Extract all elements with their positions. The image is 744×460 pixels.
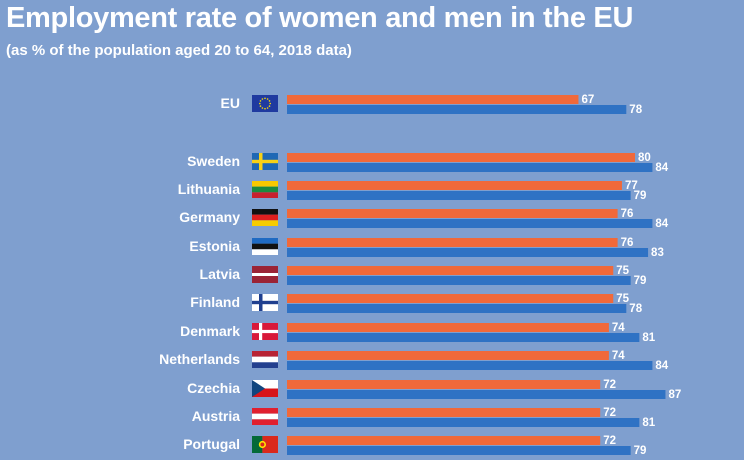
row-latvia: Latvia 75 79: [200, 265, 647, 287]
bar-lithuania-series-1: [287, 181, 622, 190]
bar-germany-series-1: [287, 209, 618, 218]
value-label-denmark-series-1: 74: [612, 322, 625, 334]
country-label: Sweden: [187, 153, 240, 169]
bar-netherlands-series-1: [287, 351, 609, 360]
chart-subtitle: (as % of the population aged 20 to 64, 2…: [6, 42, 352, 59]
bar-denmark-series-1: [287, 323, 609, 332]
bar-sweden-series-1: [287, 153, 635, 162]
latvia-flag-icon: [252, 266, 278, 283]
value-label-finland-series-2: 78: [629, 303, 642, 315]
value-label-denmark-series-2: 81: [642, 332, 655, 344]
row-netherlands: Netherlands 74 84: [159, 350, 669, 372]
value-label-sweden-series-1: 80: [638, 152, 651, 164]
bar-portugal-series-1: [287, 436, 601, 445]
country-label: Lithuania: [178, 181, 240, 197]
bar-eu-series-1: [287, 95, 579, 104]
bar-lithuania-series-2: [287, 191, 631, 200]
bar-finland-series-2: [287, 304, 627, 313]
bar-austria-series-2: [287, 418, 640, 427]
row-estonia: Estonia 76 83: [189, 237, 663, 259]
value-label-latvia-series-2: 79: [634, 275, 647, 287]
value-label-eu-series-2: 78: [629, 104, 642, 116]
country-label: Germany: [179, 209, 240, 225]
row-eu: EU 67 78: [221, 94, 643, 116]
bar-germany-series-2: [287, 219, 653, 228]
value-label-lithuania-series-1: 77: [625, 180, 638, 192]
country-label: Estonia: [189, 238, 240, 254]
denmark-flag-icon: [252, 323, 278, 340]
netherlands-flag-icon: [252, 351, 278, 368]
row-sweden: Sweden 80 84: [187, 152, 669, 174]
value-label-eu-series-1: 67: [581, 94, 594, 106]
row-germany: Germany 76 84: [179, 208, 668, 230]
value-label-portugal-series-1: 72: [603, 435, 616, 447]
bar-austria-series-1: [287, 408, 601, 417]
value-label-austria-series-2: 81: [642, 417, 655, 429]
chart-title: Employment rate of women and men in the …: [6, 2, 634, 34]
value-label-finland-series-1: 75: [616, 293, 629, 305]
row-portugal: Portugal 72 79: [183, 435, 646, 457]
value-label-germany-series-1: 76: [621, 208, 634, 220]
country-label: Denmark: [180, 323, 240, 339]
austria-flag-icon: [252, 408, 278, 425]
finland-flag-icon: [252, 294, 278, 311]
value-label-austria-series-1: 72: [603, 407, 616, 419]
value-label-estonia-series-1: 76: [621, 237, 634, 249]
country-label: EU: [221, 95, 240, 111]
portugal-flag-icon: [252, 436, 278, 453]
value-label-netherlands-series-1: 74: [612, 350, 625, 362]
country-label: Czechia: [187, 380, 240, 396]
germany-flag-icon: [252, 209, 278, 226]
value-label-estonia-series-2: 83: [651, 247, 664, 259]
value-label-lithuania-series-2: 79: [634, 190, 647, 202]
bar-estonia-series-2: [287, 248, 649, 257]
country-label: Austria: [192, 408, 240, 424]
row-czechia: Czechia 72 87: [187, 379, 681, 401]
lithuania-flag-icon: [252, 181, 278, 198]
eu-flag-icon: [252, 95, 278, 112]
country-label: Finland: [190, 294, 240, 310]
country-label: Latvia: [200, 266, 241, 282]
value-label-latvia-series-1: 75: [616, 265, 629, 277]
sweden-flag-icon: [252, 153, 278, 170]
row-denmark: Denmark 74 81: [180, 322, 656, 344]
value-label-sweden-series-2: 84: [655, 162, 668, 174]
value-label-germany-series-2: 84: [655, 218, 668, 230]
row-austria: Austria 72 81: [192, 407, 656, 429]
czechia-flag-icon: [252, 380, 278, 397]
bar-latvia-series-1: [287, 266, 614, 275]
value-label-portugal-series-2: 79: [634, 445, 647, 457]
value-label-netherlands-series-2: 84: [655, 360, 668, 372]
bar-portugal-series-2: [287, 446, 631, 455]
bar-eu-series-2: [287, 105, 627, 114]
estonia-flag-icon: [252, 238, 278, 255]
bar-netherlands-series-2: [287, 361, 653, 370]
bar-estonia-series-1: [287, 238, 618, 247]
bar-czechia-series-2: [287, 390, 666, 399]
country-label: Portugal: [183, 436, 240, 452]
bar-denmark-series-2: [287, 333, 640, 342]
value-label-czechia-series-2: 87: [668, 389, 681, 401]
bar-sweden-series-2: [287, 163, 653, 172]
bar-czechia-series-1: [287, 380, 601, 389]
bar-latvia-series-2: [287, 276, 631, 285]
country-label: Netherlands: [159, 351, 240, 367]
value-label-czechia-series-1: 72: [603, 379, 616, 391]
bar-finland-series-1: [287, 294, 614, 303]
